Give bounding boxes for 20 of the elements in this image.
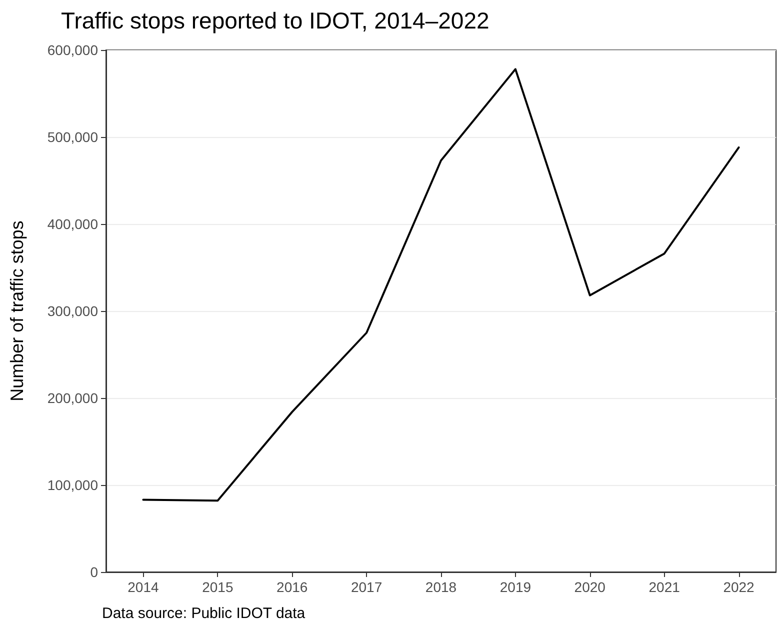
source-note: Data source: Public IDOT data [102, 605, 306, 622]
x-tick-label: 2021 [648, 579, 680, 595]
y-tick-label: 300,000 [47, 303, 98, 319]
chart-title: Traffic stops reported to IDOT, 2014–2022 [61, 8, 490, 34]
y-tick-label: 500,000 [47, 129, 98, 145]
y-tick-label: 200,000 [47, 390, 98, 406]
x-tick-label: 2020 [574, 579, 606, 595]
y-axis-title: Number of traffic stops [7, 220, 27, 402]
x-tick-label: 2019 [500, 579, 532, 595]
x-tick-label: 2014 [128, 579, 159, 595]
line-series [142, 68, 740, 502]
x-tick-label: 2015 [202, 579, 234, 595]
x-tick-label: 2022 [723, 579, 755, 595]
y-tick-label: 0 [90, 564, 98, 580]
y-tick-label: 400,000 [47, 216, 98, 232]
y-tick-label: 100,000 [47, 477, 98, 493]
x-tick-label: 2017 [350, 579, 382, 595]
x-tick-label: 2018 [425, 579, 457, 595]
y-tick-label: 600,000 [47, 42, 98, 58]
x-tick-label: 2016 [276, 579, 308, 595]
